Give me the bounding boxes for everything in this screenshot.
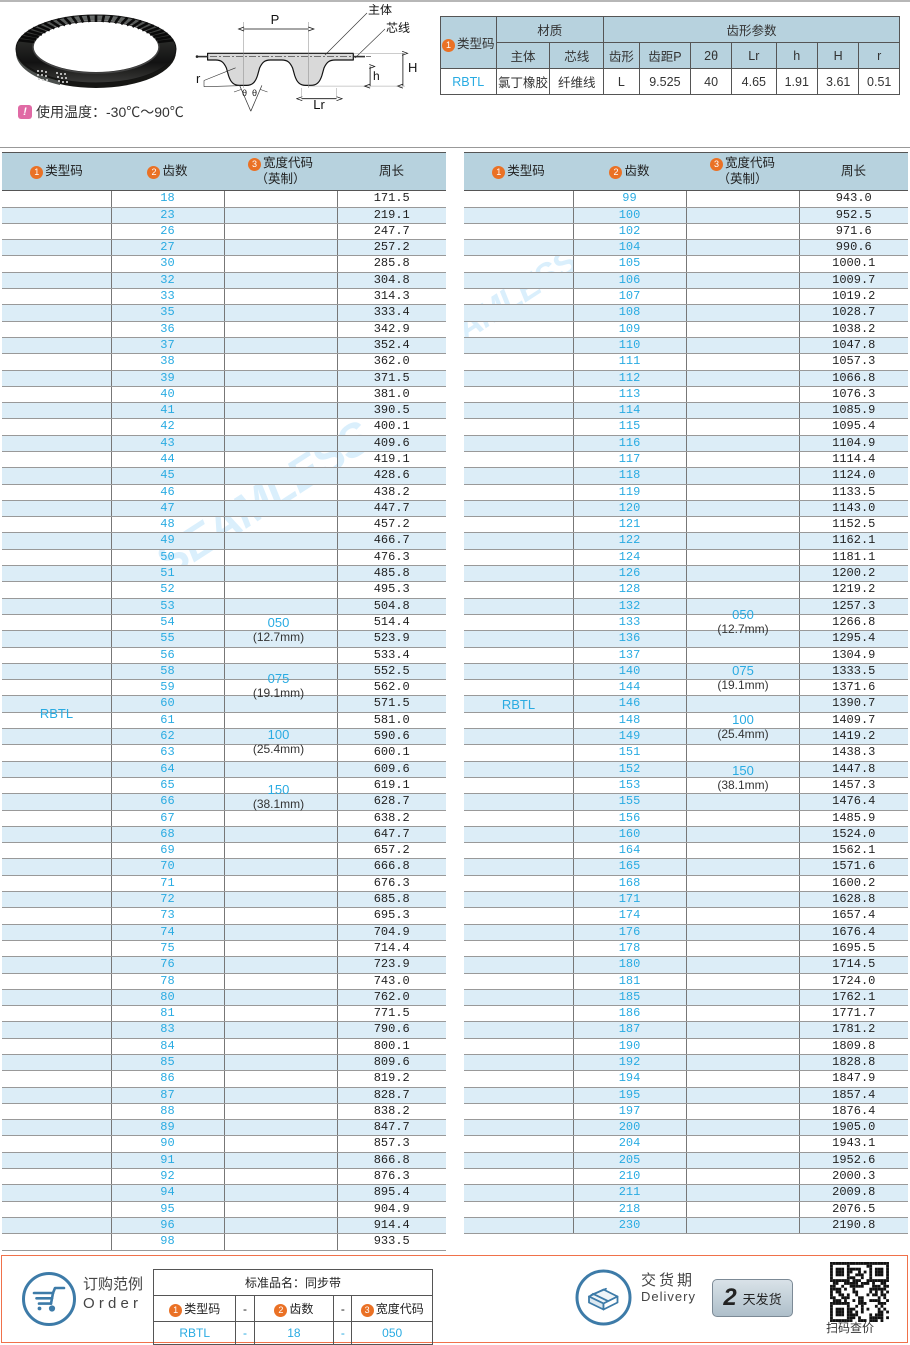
svg-text:H: H: [408, 60, 417, 75]
svg-text:芯线: 芯线: [386, 21, 410, 35]
svg-text:Lr: Lr: [313, 97, 325, 112]
svg-text:θ: θ: [252, 88, 257, 98]
svg-text:r: r: [196, 71, 201, 86]
svg-text:θ: θ: [242, 88, 247, 98]
svg-text:主体: 主体: [368, 3, 392, 17]
svg-text:h: h: [373, 69, 380, 83]
svg-text:P: P: [271, 12, 280, 27]
